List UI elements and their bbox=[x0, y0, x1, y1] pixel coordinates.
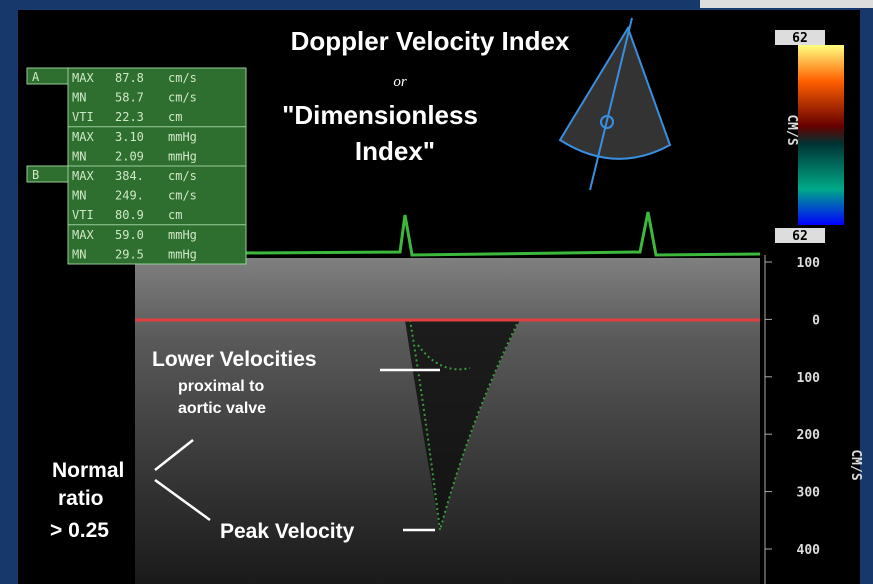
title-line: "Dimensionless bbox=[282, 100, 478, 130]
measurement-text: MAX bbox=[72, 130, 94, 144]
corner bbox=[700, 0, 873, 8]
measurement-text: cm/s bbox=[168, 169, 197, 183]
measurement-text: mmHg bbox=[168, 130, 197, 144]
scale-label: 0 bbox=[812, 313, 820, 328]
measurement-text: MN bbox=[72, 189, 86, 203]
measurement-text: 59.0 bbox=[115, 228, 144, 242]
measurement-text: 3.10 bbox=[115, 130, 144, 144]
measurement-text: MAX bbox=[72, 228, 94, 242]
measurement-text: mmHg bbox=[168, 247, 197, 261]
measurement-text: MAX bbox=[72, 71, 94, 85]
annotation: Normal bbox=[52, 459, 124, 482]
measurement-text: 29.5 bbox=[115, 247, 144, 261]
measurement-text: cm/s bbox=[168, 71, 197, 85]
group-label: B bbox=[32, 168, 39, 182]
measurement-text: 80.9 bbox=[115, 208, 144, 222]
annotation: Peak Velocity bbox=[220, 520, 355, 543]
title-line: Doppler Velocity Index bbox=[291, 26, 570, 56]
measurement-text: mmHg bbox=[168, 228, 197, 242]
measurement-text: cm bbox=[168, 110, 182, 124]
scale-label: 100 bbox=[797, 371, 821, 386]
measurement-text: 87.8 bbox=[115, 71, 144, 85]
measurement-text: MN bbox=[72, 91, 86, 105]
measurement-text: cm/s bbox=[168, 189, 197, 203]
measurement-text: cm/s bbox=[168, 91, 197, 105]
annotation: proximal to bbox=[178, 378, 264, 395]
annotation: ratio bbox=[58, 487, 104, 510]
title-line: Index" bbox=[355, 136, 435, 166]
measurement-text: 22.3 bbox=[115, 110, 144, 124]
color-top: 62 bbox=[792, 31, 808, 46]
measurement-text: VTI bbox=[72, 110, 94, 124]
measurement-text: MAX bbox=[72, 169, 94, 183]
measurement-text: cm bbox=[168, 208, 182, 222]
measurement-text: 249. bbox=[115, 189, 144, 203]
measurement-text: 2.09 bbox=[115, 149, 144, 163]
scale-label: 400 bbox=[797, 543, 821, 558]
scale-label: 200 bbox=[797, 428, 821, 443]
color-unit: CM/S bbox=[784, 114, 799, 145]
color-bar bbox=[798, 45, 844, 225]
measurement-text: MN bbox=[72, 247, 86, 261]
annotation: Lower Velocities bbox=[152, 348, 317, 371]
scale-label: 300 bbox=[797, 486, 821, 501]
measurement-text: mmHg bbox=[168, 149, 197, 163]
measurement-text: VTI bbox=[72, 208, 94, 222]
measurement-text: 58.7 bbox=[115, 91, 144, 105]
measurement-text: MN bbox=[72, 149, 86, 163]
annotation: aortic valve bbox=[178, 400, 266, 417]
annotation: > 0.25 bbox=[50, 519, 109, 542]
page: 62 62 CM/S CM/S Doppler Velocity Index o… bbox=[0, 0, 873, 584]
scale-unit: CM/S bbox=[848, 449, 863, 480]
group-label: A bbox=[32, 70, 40, 84]
scale-label: 100 bbox=[797, 256, 821, 271]
title-or: or bbox=[393, 74, 407, 90]
color-bottom: 62 bbox=[792, 229, 808, 244]
measurement-text: 384. bbox=[115, 169, 144, 183]
screen: 62 62 CM/S CM/S Doppler Velocity Index o… bbox=[0, 0, 873, 584]
